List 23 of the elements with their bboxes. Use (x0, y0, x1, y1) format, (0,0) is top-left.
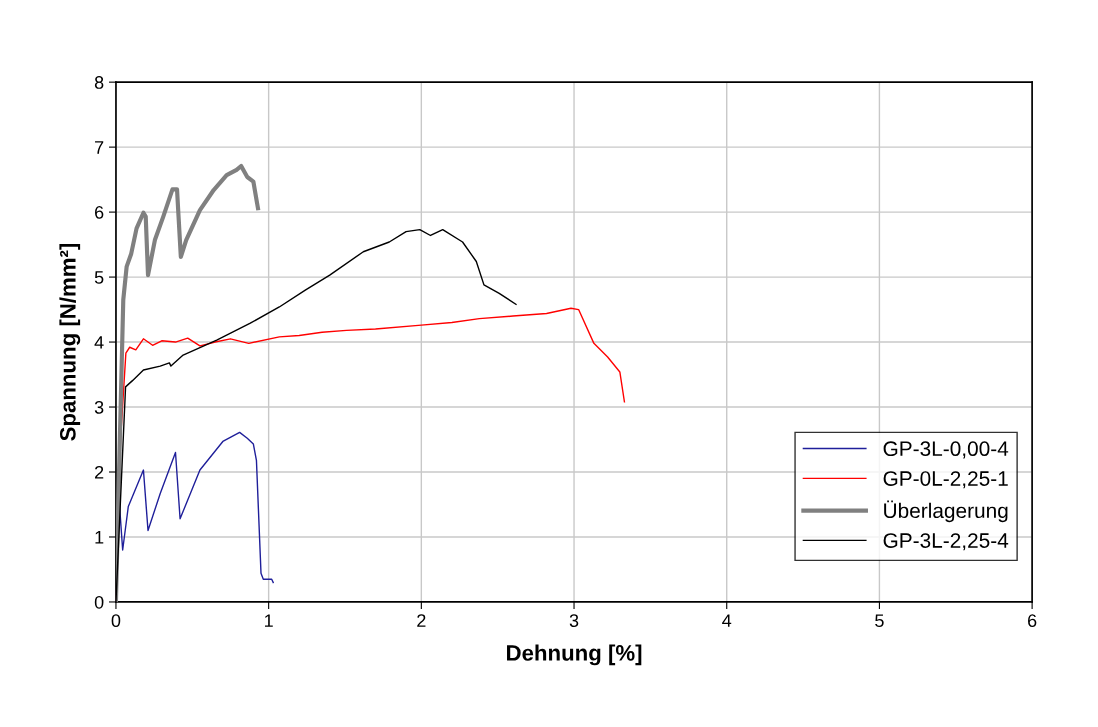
x-tick-label: 5 (875, 614, 884, 628)
y-axis-title: Spannung [N/mm²] (59, 243, 81, 441)
y-tick-label: 2 (95, 465, 104, 479)
y-tick-label: 7 (95, 141, 104, 154)
legend-label: GP-3L-0,00-4 (883, 441, 1009, 459)
y-tick-label: 0 (94, 595, 104, 609)
x-tick-label: 4 (722, 614, 732, 627)
x-tick-label: 2 (417, 614, 426, 627)
legend-label: GP-0L-2,25-1 (883, 471, 1008, 489)
y-tick-label: 4 (94, 336, 104, 349)
x-tick-label: 3 (569, 614, 579, 628)
x-tick-label: 0 (111, 614, 121, 628)
x-tick-label: 6 (1028, 614, 1037, 628)
y-tick-label: 5 (94, 271, 104, 284)
y-tick-label: 3 (94, 400, 104, 414)
line-series (115, 163, 261, 602)
x-tick-label: 1 (265, 614, 273, 627)
x-axis-title: Dehnung [%] (507, 644, 642, 666)
y-tick-label: 6 (95, 206, 104, 219)
legend-label: Überlagerung (884, 500, 1008, 523)
y-tick-label: 8 (94, 76, 104, 89)
legend-label: GP-3L-2,25-4 (883, 533, 1009, 551)
y-tick-label: 1 (95, 531, 104, 544)
